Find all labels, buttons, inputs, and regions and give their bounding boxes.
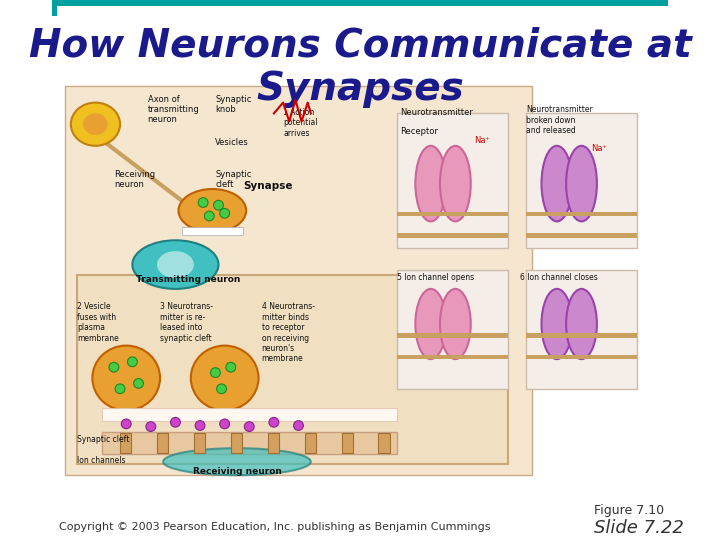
Ellipse shape [294, 421, 303, 430]
FancyBboxPatch shape [305, 433, 315, 453]
Text: Synaptic cleft: Synaptic cleft [77, 435, 130, 444]
Ellipse shape [83, 113, 108, 135]
FancyBboxPatch shape [397, 270, 508, 389]
Ellipse shape [220, 419, 230, 429]
Ellipse shape [71, 103, 120, 146]
Text: Copyright © 2003 Pearson Education, Inc. publishing as Benjamin Cummings: Copyright © 2003 Pearson Education, Inc.… [58, 522, 490, 531]
Text: Vesicles: Vesicles [215, 138, 249, 147]
FancyBboxPatch shape [526, 212, 637, 216]
FancyBboxPatch shape [120, 433, 131, 453]
Text: 4 Neurotrans-
mitter binds
to receptor
on receiving
neuron's
membrane: 4 Neurotrans- mitter binds to receptor o… [261, 302, 315, 363]
Text: 5 Ion channel opens: 5 Ion channel opens [397, 273, 474, 282]
Text: Transmitting neuron: Transmitting neuron [135, 275, 240, 285]
Ellipse shape [214, 200, 223, 210]
Ellipse shape [541, 146, 572, 221]
Ellipse shape [541, 289, 572, 359]
Text: How Neurons Communicate at
Synapses: How Neurons Communicate at Synapses [29, 26, 691, 109]
FancyBboxPatch shape [102, 432, 397, 454]
Ellipse shape [191, 346, 258, 410]
FancyBboxPatch shape [102, 408, 397, 421]
Ellipse shape [198, 198, 208, 207]
FancyBboxPatch shape [231, 433, 242, 453]
Ellipse shape [146, 422, 156, 431]
Ellipse shape [127, 357, 138, 367]
Ellipse shape [244, 422, 254, 431]
Ellipse shape [204, 211, 214, 221]
Ellipse shape [132, 240, 218, 289]
FancyBboxPatch shape [526, 233, 637, 238]
FancyBboxPatch shape [341, 433, 353, 453]
FancyBboxPatch shape [397, 333, 508, 338]
Ellipse shape [217, 384, 227, 394]
FancyBboxPatch shape [397, 212, 508, 216]
Ellipse shape [415, 289, 446, 359]
FancyBboxPatch shape [526, 333, 637, 338]
Ellipse shape [157, 251, 194, 278]
Text: 3 Neurotrans-
mitter is re-
leased into
synaptic cleft: 3 Neurotrans- mitter is re- leased into … [160, 302, 213, 342]
Text: 6 Ion channel closes: 6 Ion channel closes [520, 273, 598, 282]
Text: Ion channels: Ion channels [77, 456, 125, 465]
Ellipse shape [440, 289, 471, 359]
Ellipse shape [415, 146, 446, 221]
FancyBboxPatch shape [397, 355, 508, 359]
Text: Receiving neuron: Receiving neuron [192, 467, 282, 476]
FancyBboxPatch shape [397, 113, 508, 248]
Ellipse shape [566, 289, 597, 359]
Text: Neurotransmitter
broken down
and released: Neurotransmitter broken down and release… [526, 105, 593, 135]
Ellipse shape [226, 362, 235, 372]
FancyBboxPatch shape [379, 433, 390, 453]
FancyBboxPatch shape [526, 270, 637, 389]
Ellipse shape [195, 421, 205, 430]
Text: Synaptic
knob: Synaptic knob [215, 94, 252, 114]
Text: Slide 7.22: Slide 7.22 [594, 519, 684, 537]
Text: Figure 7.10: Figure 7.10 [594, 504, 664, 517]
Text: 2 Vesicle
fuses with
plasma
membrane: 2 Vesicle fuses with plasma membrane [77, 302, 119, 342]
Ellipse shape [179, 189, 246, 232]
Text: Axon of
transmitting
neuron: Axon of transmitting neuron [148, 94, 199, 124]
Ellipse shape [134, 379, 143, 388]
Ellipse shape [163, 448, 311, 475]
FancyBboxPatch shape [53, 0, 667, 6]
Ellipse shape [566, 146, 597, 221]
Text: Na⁺: Na⁺ [474, 136, 490, 145]
Text: Na⁺: Na⁺ [590, 144, 607, 153]
FancyBboxPatch shape [526, 355, 637, 359]
Ellipse shape [109, 362, 119, 372]
Ellipse shape [171, 417, 180, 427]
FancyBboxPatch shape [397, 233, 508, 238]
Ellipse shape [92, 346, 160, 410]
Text: Synapse: Synapse [243, 181, 292, 191]
FancyBboxPatch shape [53, 0, 58, 16]
Ellipse shape [115, 384, 125, 394]
FancyBboxPatch shape [65, 86, 532, 475]
Ellipse shape [269, 417, 279, 427]
FancyBboxPatch shape [268, 433, 279, 453]
FancyBboxPatch shape [194, 433, 205, 453]
Text: Neurotransmitter: Neurotransmitter [400, 108, 473, 117]
Ellipse shape [440, 146, 471, 221]
FancyBboxPatch shape [157, 433, 168, 453]
FancyBboxPatch shape [526, 113, 637, 248]
FancyBboxPatch shape [181, 227, 243, 235]
Text: Synaptic
cleft: Synaptic cleft [215, 170, 252, 190]
Text: Receptor: Receptor [400, 127, 438, 136]
Ellipse shape [210, 368, 220, 377]
Ellipse shape [121, 419, 131, 429]
FancyBboxPatch shape [77, 275, 508, 464]
Ellipse shape [220, 208, 230, 218]
Text: 1 Action
potential
arrives: 1 Action potential arrives [283, 108, 318, 138]
Text: Receiving
neuron: Receiving neuron [114, 170, 155, 190]
